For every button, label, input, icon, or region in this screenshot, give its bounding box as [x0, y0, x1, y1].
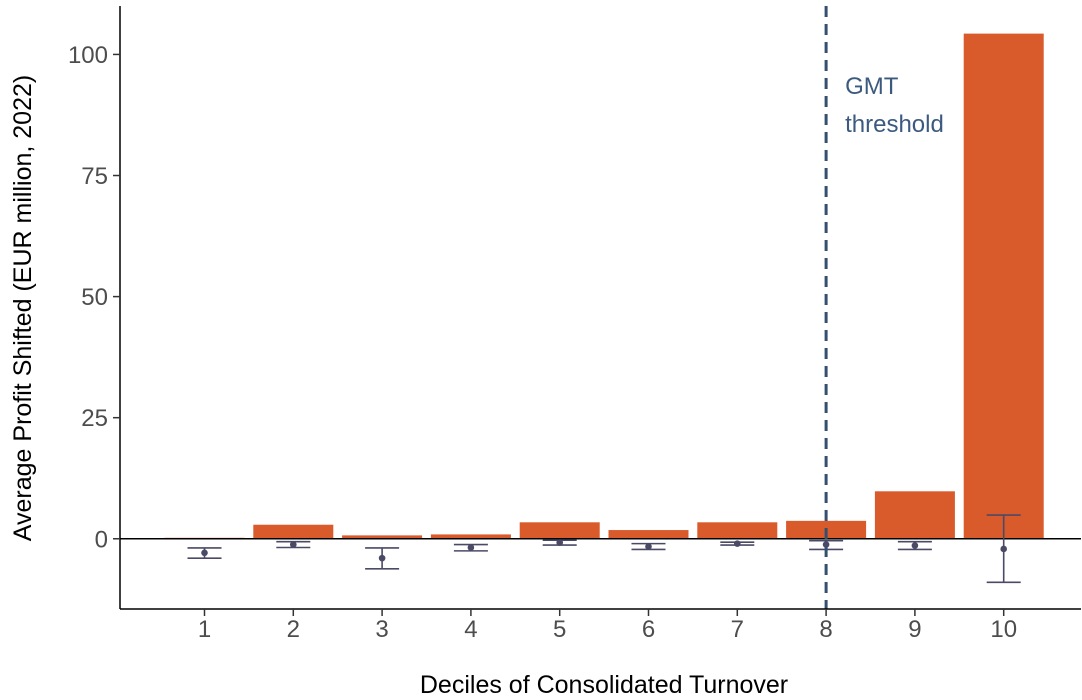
x-tick-label-9: 9 — [908, 616, 921, 643]
point-estimate-decile-9 — [911, 542, 919, 549]
y-tick-label-0: 0 — [95, 526, 108, 553]
errorbar-decile-3 — [365, 547, 400, 570]
x-tick-label-1: 1 — [198, 616, 211, 643]
x-tick-label-2: 2 — [287, 616, 300, 643]
errorbar-decile-4 — [453, 543, 488, 552]
x-tick-label-5: 5 — [553, 616, 566, 643]
x-tick-label-8: 8 — [819, 616, 832, 643]
x-axis-title: Deciles of Consolidated Turnover — [420, 671, 788, 699]
errorbar-decile-10 — [986, 514, 1021, 584]
errorbar-decile-5 — [542, 539, 577, 546]
point-estimate-decile-3 — [378, 554, 386, 562]
bar-decile-3 — [342, 535, 423, 539]
errorbar-decile-2 — [276, 540, 311, 549]
x-tick-label-6: 6 — [642, 616, 655, 643]
errorbar-decile-9 — [897, 540, 932, 551]
labels-layer: GMT threshold 0 25 50 75 100 1 2 3 4 5 6 7 8 9 10 — [68, 42, 1017, 643]
errorbar-decile-6 — [631, 542, 666, 551]
y-tick-label-50: 50 — [81, 284, 108, 311]
point-estimate-decile-10 — [1000, 545, 1007, 553]
y-tick-label-100: 100 — [68, 42, 108, 69]
point-estimate-decile-8 — [822, 541, 830, 548]
point-estimate-decile-6 — [645, 543, 652, 550]
point-estimate-decile-2 — [290, 541, 297, 548]
y-tick-label-25: 25 — [81, 405, 108, 432]
bar-decile-6 — [608, 530, 689, 539]
point-estimate-decile-4 — [467, 544, 475, 551]
x-tick-label-7: 7 — [731, 616, 744, 643]
bar-decile-9 — [874, 491, 955, 539]
bar-decile-7 — [697, 522, 778, 539]
gmt-threshold-label-line-2: threshold — [845, 111, 944, 138]
bars-layer — [164, 33, 1044, 539]
bar-decile-10 — [963, 33, 1044, 539]
gmt-threshold-label-line-1: GMT — [845, 73, 899, 100]
x-tick-label-10: 10 — [990, 616, 1017, 643]
bar-decile-2 — [253, 524, 334, 539]
axes-layer — [113, 6, 1081, 616]
errorbar-decile-7 — [720, 540, 755, 547]
x-tick-label-3: 3 — [375, 616, 388, 643]
errorbar-decile-1 — [187, 547, 222, 559]
point-estimate-decile-7 — [734, 540, 741, 547]
x-tick-label-4: 4 — [464, 616, 477, 643]
point-estimate-decile-5 — [556, 539, 563, 546]
bar-decile-5 — [519, 522, 600, 539]
y-axis-title: Average Profit Shifted (EUR million, 202… — [9, 75, 37, 541]
bar-decile-4 — [430, 534, 511, 539]
point-estimate-decile-1 — [201, 549, 208, 557]
y-tick-label-75: 75 — [81, 163, 108, 190]
